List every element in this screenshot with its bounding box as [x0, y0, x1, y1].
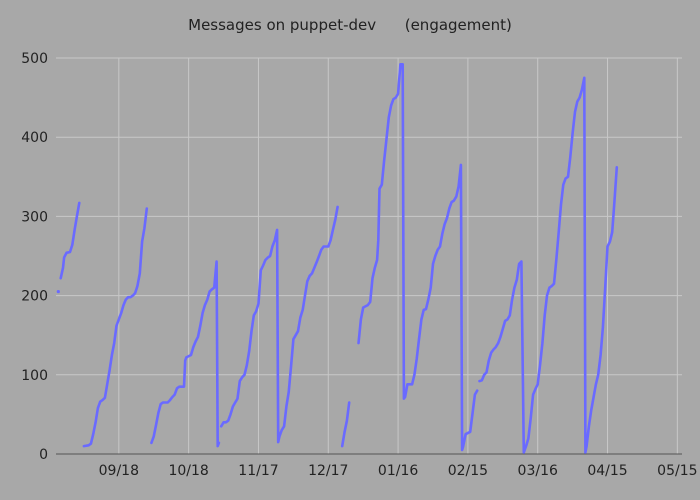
series-line-segment — [478, 76, 619, 454]
x-tick-label: 02/15 — [448, 463, 488, 479]
x-tick-label: 09/18 — [99, 463, 139, 479]
series-line-segment — [219, 205, 339, 444]
y-tick-label: 500 — [21, 51, 48, 67]
x-tick-label: 11/17 — [238, 463, 278, 479]
series-layer — [56, 63, 619, 454]
series-line-segment — [59, 201, 81, 280]
tick-label-layer: 0 100 200 300 400 500 09/18 10/18 11/17 12/17 01/1… — [21, 51, 697, 479]
series-line-segment — [340, 401, 351, 448]
grid-layer — [56, 57, 682, 454]
x-tick-label: 03/16 — [518, 463, 558, 479]
series-line-segment — [357, 63, 479, 452]
y-tick-label: 0 — [39, 447, 48, 463]
y-tick-label: 100 — [21, 368, 48, 384]
series-point — [56, 290, 60, 294]
x-tick-label: 12/17 — [308, 463, 348, 479]
chart-title: Messages on puppet-dev (engagement) — [188, 16, 512, 34]
y-tick-label: 200 — [21, 289, 48, 305]
x-tick-label: 05/15 — [657, 463, 697, 479]
series-line-segment — [82, 207, 149, 448]
x-tick-label: 10/18 — [168, 463, 208, 479]
x-tick-label: 04/15 — [587, 463, 627, 479]
series-line-segment — [150, 260, 221, 448]
y-tick-label: 400 — [21, 130, 48, 146]
y-tick-label: 300 — [21, 209, 48, 225]
x-tick-label: 01/16 — [378, 463, 418, 479]
